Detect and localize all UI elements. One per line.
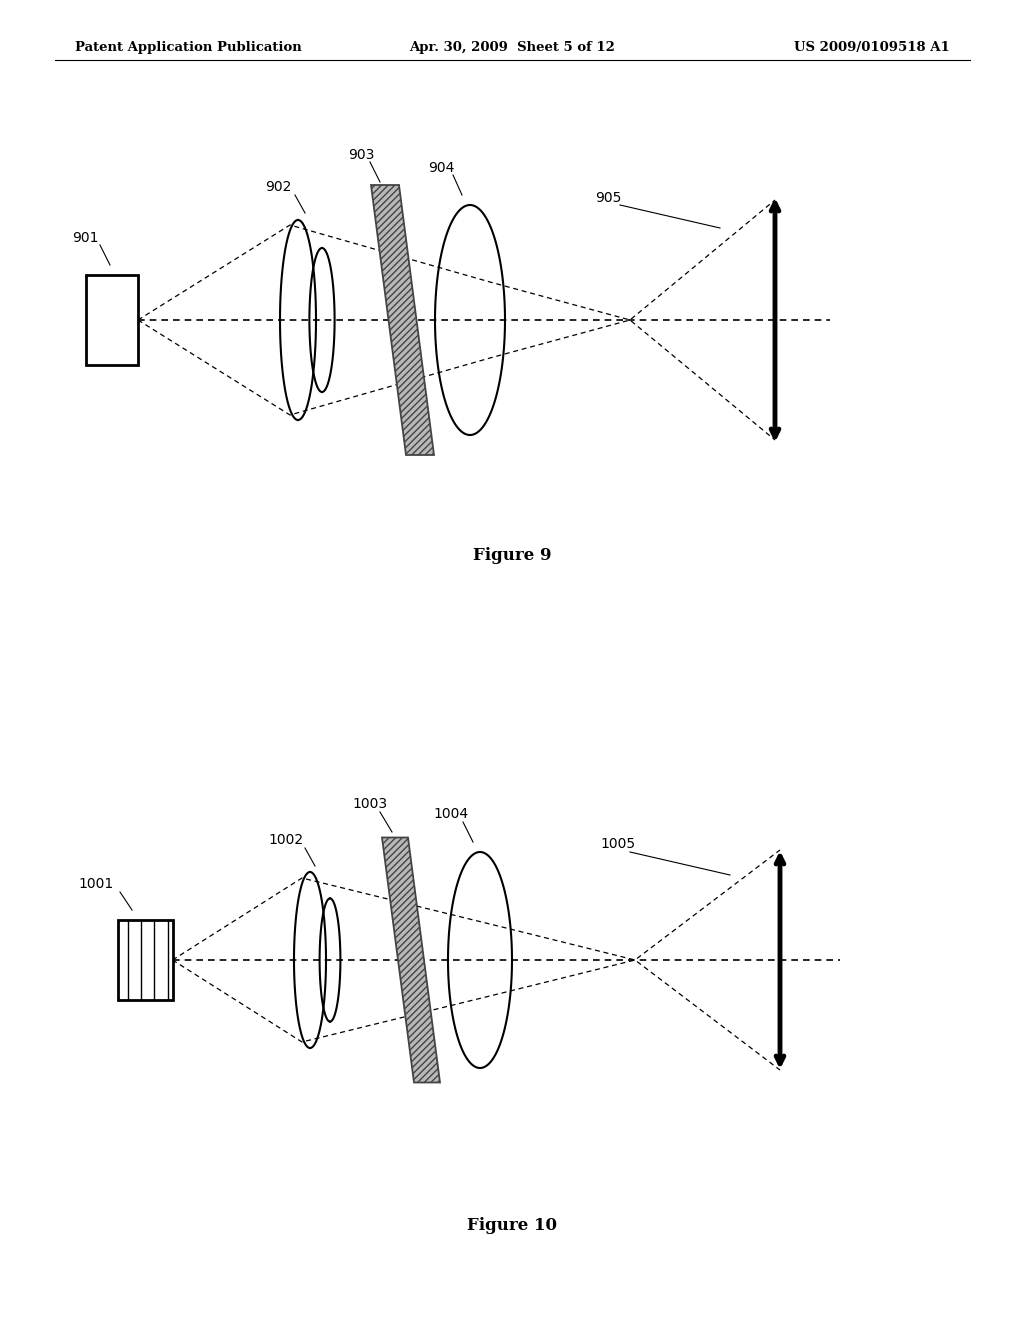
Text: 1001: 1001	[78, 876, 114, 891]
Text: 1002: 1002	[268, 833, 303, 847]
Text: Apr. 30, 2009  Sheet 5 of 12: Apr. 30, 2009 Sheet 5 of 12	[409, 41, 615, 54]
Text: 901: 901	[72, 231, 98, 246]
Text: Patent Application Publication: Patent Application Publication	[75, 41, 302, 54]
Polygon shape	[382, 837, 440, 1082]
Text: 905: 905	[595, 191, 622, 205]
Text: US 2009/0109518 A1: US 2009/0109518 A1	[795, 41, 950, 54]
Text: Figure 10: Figure 10	[467, 1217, 557, 1233]
Text: 902: 902	[265, 180, 292, 194]
Text: Figure 9: Figure 9	[473, 546, 551, 564]
Text: 1005: 1005	[600, 837, 635, 851]
Text: 904: 904	[428, 161, 455, 176]
Text: 1003: 1003	[352, 797, 387, 810]
Bar	[86, 275, 138, 366]
Text: 1004: 1004	[433, 807, 468, 821]
Bar	[118, 920, 172, 1001]
Text: 903: 903	[348, 148, 375, 162]
Polygon shape	[371, 185, 434, 455]
